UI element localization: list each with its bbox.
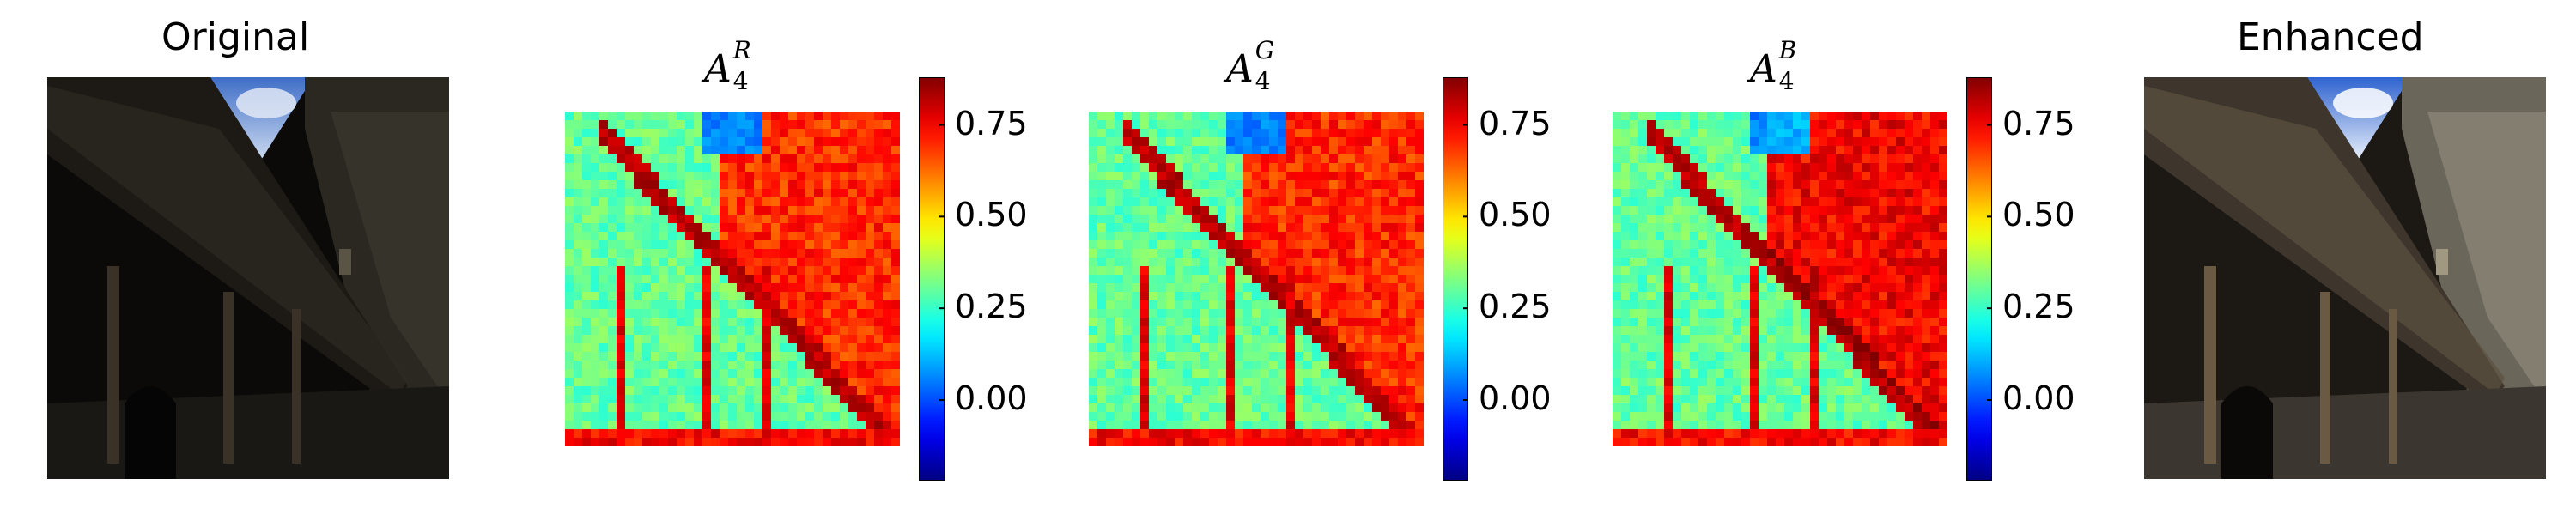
colorbar-tick-label: 0.25 — [1479, 288, 1552, 326]
colorbar-tick-label: 0.75 — [1479, 104, 1552, 142]
heatmap-g-image — [1089, 112, 1424, 446]
colorbar-tick-label: 0.00 — [955, 379, 1028, 417]
heatmap-g-title-sub: 4 — [1255, 66, 1271, 95]
enhanced-title: Enhanced — [2237, 15, 2424, 59]
heatmap-b-title-sub: 4 — [1778, 66, 1795, 95]
heatmap-b-image — [1613, 112, 1947, 446]
colorbar-tick-label: 0.75 — [2002, 104, 2075, 142]
heatmap-cells — [565, 112, 900, 446]
heatmap-g-title-sup: G — [1255, 35, 1275, 64]
colorbar-b — [1966, 77, 1992, 481]
heatmap-g-title-symbol: A — [1226, 47, 1254, 91]
heatmap-r-title-sub: 4 — [732, 66, 749, 95]
original-title: Original — [161, 15, 310, 59]
colorbar-tick-label: 0.00 — [2002, 379, 2075, 417]
colorbar-tick-label: 0.50 — [955, 196, 1028, 234]
colorbar-tick-label: 0.50 — [1479, 196, 1552, 234]
heatmap-r-image — [565, 112, 900, 446]
heatmap-cells — [1089, 112, 1424, 446]
colorbar-tick-label: 0.00 — [1479, 379, 1552, 417]
original-image — [47, 77, 449, 479]
heatmap-r-title-sup: R — [732, 35, 751, 64]
colorbar-g — [1443, 77, 1468, 481]
enhanced-image — [2144, 77, 2546, 479]
colorbar-tick-label: 0.50 — [2002, 196, 2075, 234]
heatmap-r-title-symbol: A — [704, 47, 732, 91]
heatmap-b-title-sup: B — [1778, 35, 1797, 64]
colorbar-tick-label: 0.75 — [955, 104, 1028, 142]
heatmap-b-title-symbol: A — [1750, 47, 1777, 91]
heatmap-cells — [1613, 112, 1947, 446]
colorbar-r — [919, 77, 945, 481]
colorbar-tick-label: 0.25 — [955, 288, 1028, 326]
colorbar-tick-label: 0.25 — [2002, 288, 2075, 326]
